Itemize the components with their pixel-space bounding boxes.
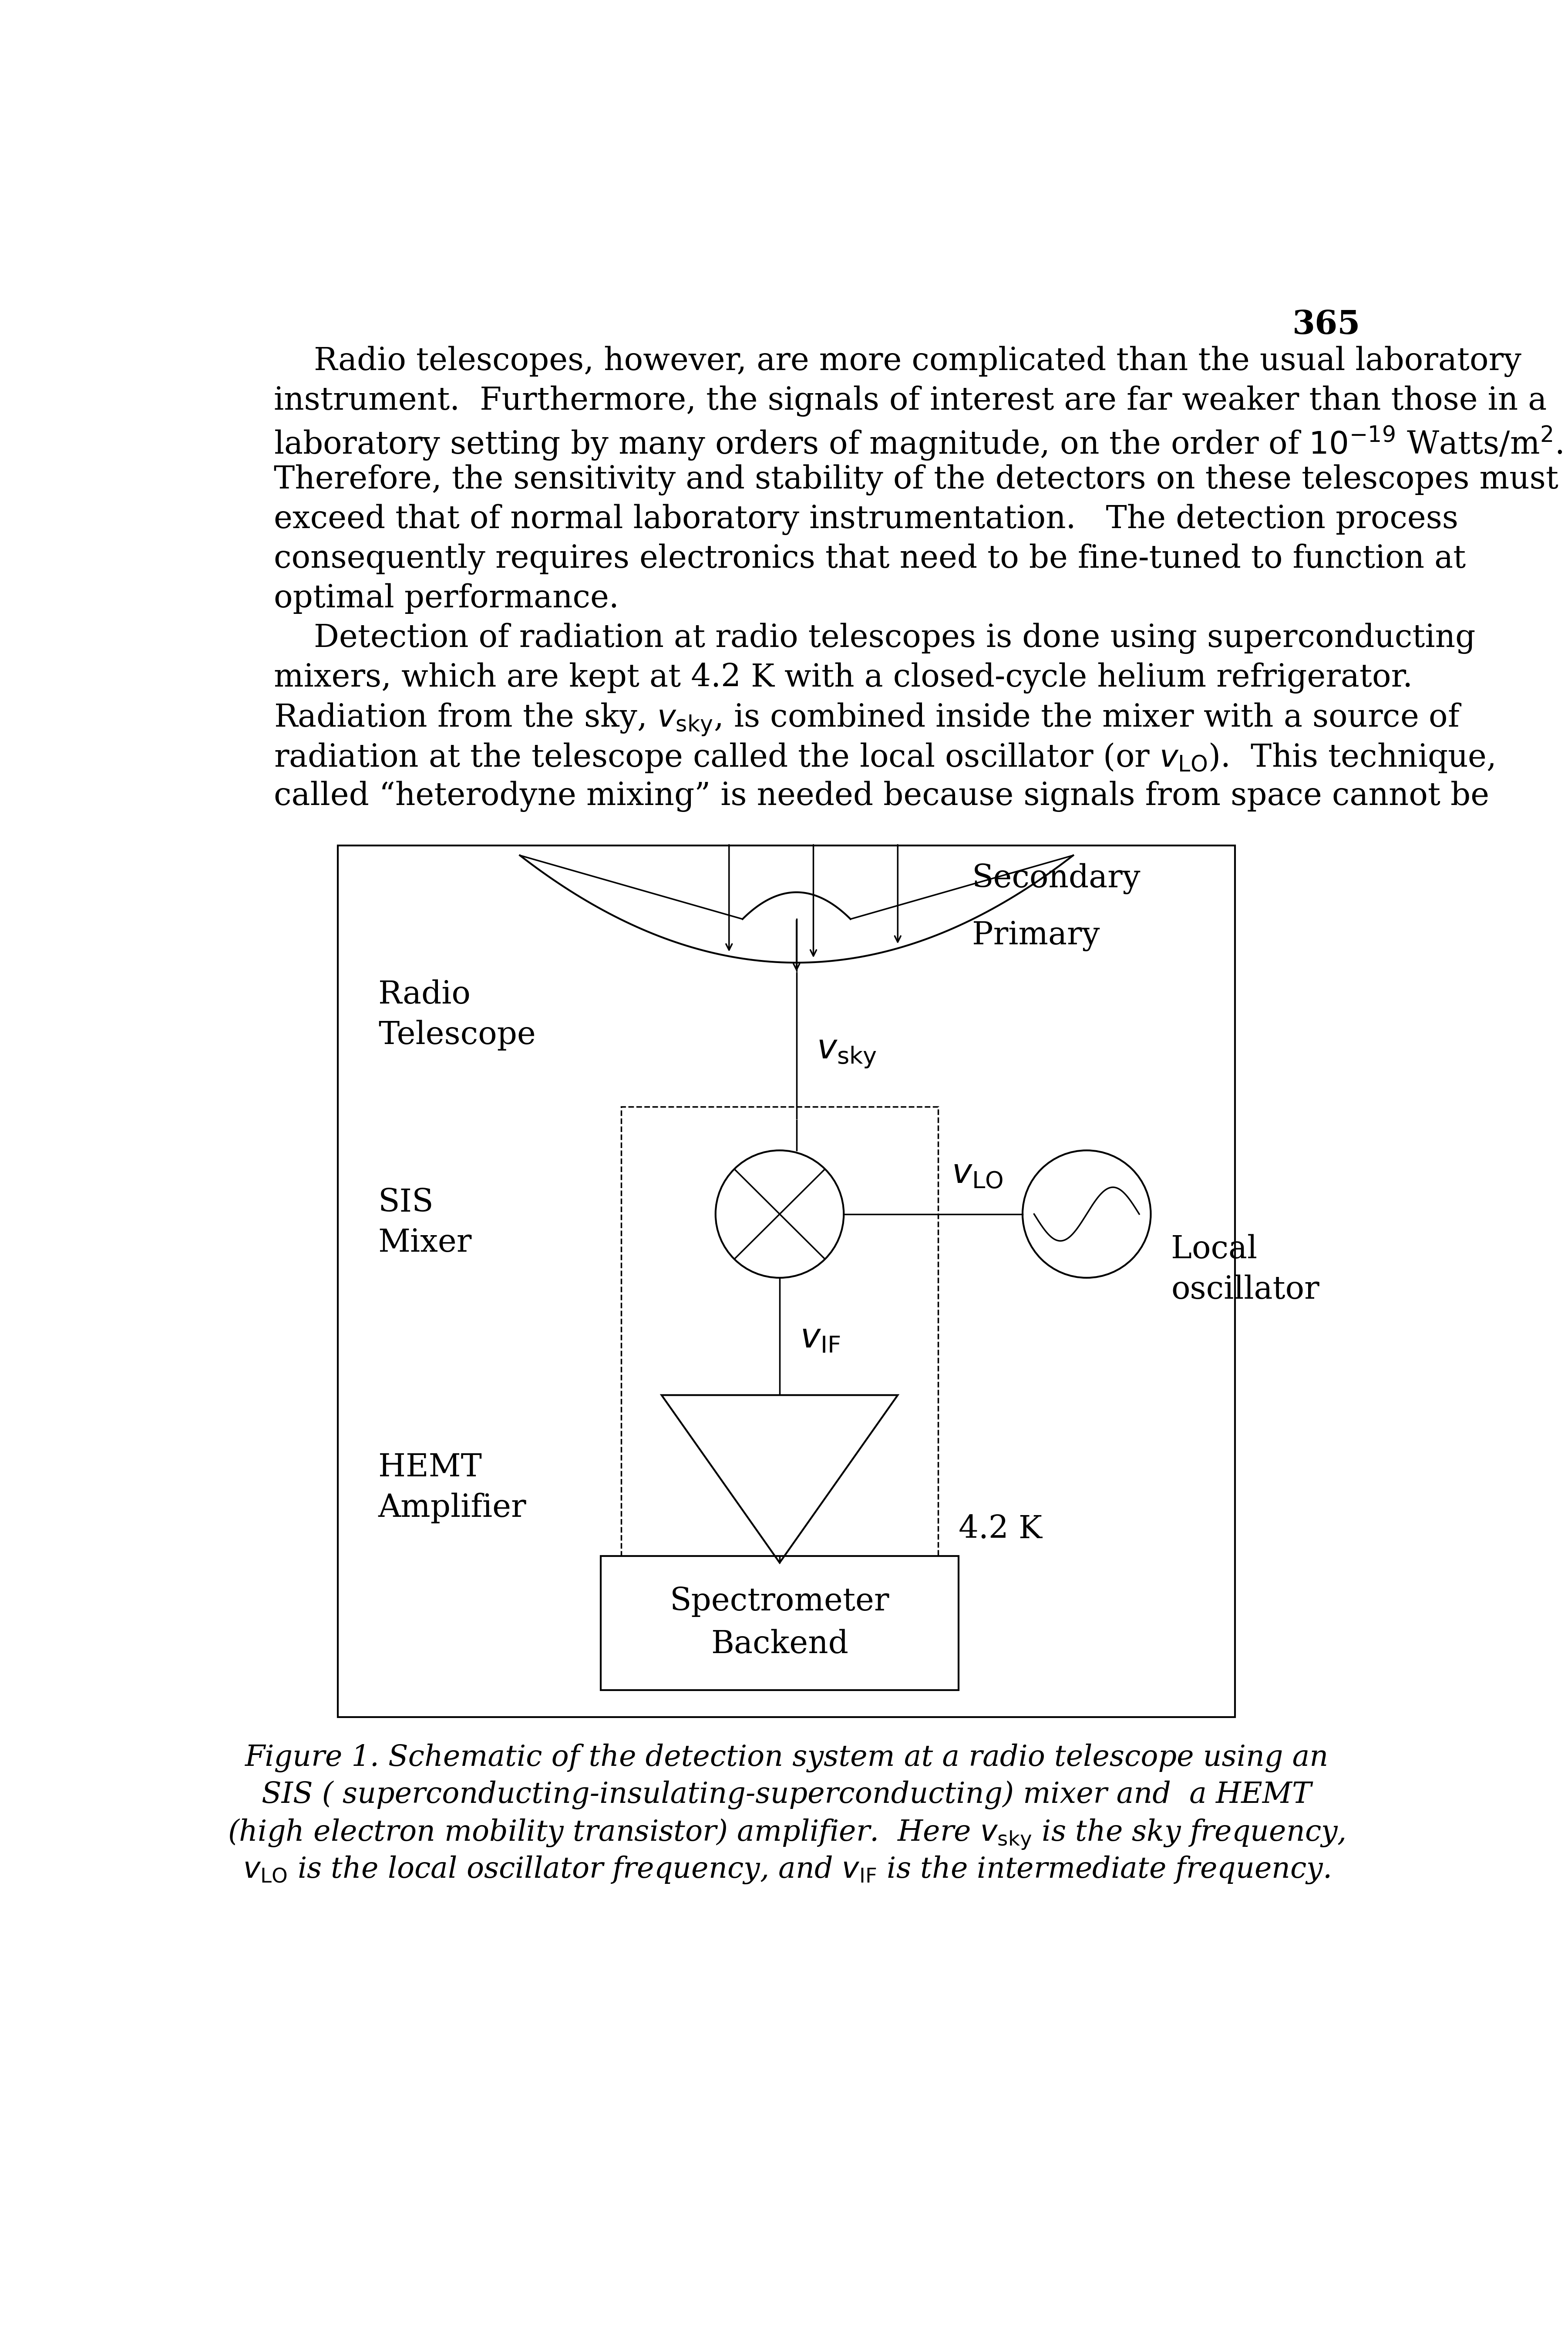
Text: Radio telescopes, however, are more complicated than the usual laboratory: Radio telescopes, however, are more comp… (273, 346, 1521, 376)
Text: $v_{\rm sky}$: $v_{\rm sky}$ (817, 1037, 877, 1070)
Text: $v_{\rm IF}$: $v_{\rm IF}$ (800, 1321, 840, 1354)
Text: Secondary: Secondary (972, 863, 1140, 893)
Text: $v_{\rm LO}$: $v_{\rm LO}$ (952, 1157, 1004, 1190)
Text: Radio
Telescope: Radio Telescope (378, 980, 536, 1051)
Text: 4.2 K: 4.2 K (958, 1514, 1043, 1545)
Text: mixers, which are kept at 4.2 K with a closed-cycle helium refrigerator.: mixers, which are kept at 4.2 K with a c… (273, 663, 1413, 694)
Text: Detection of radiation at radio telescopes is done using superconducting: Detection of radiation at radio telescop… (273, 623, 1475, 654)
Text: (high electron mobility transistor) amplifier.  Here $v_{\rm sky}$ is the sky fr: (high electron mobility transistor) ampl… (227, 1817, 1345, 1850)
Text: SIS ( superconducting-insulating-superconducting) mixer and  a HEMT: SIS ( superconducting-insulating-superco… (262, 1780, 1311, 1810)
Text: Therefore, the sensitivity and stability of the detectors on these telescopes mu: Therefore, the sensitivity and stability… (273, 465, 1559, 496)
Text: 365: 365 (1292, 308, 1359, 341)
Text: HEMT
Amplifier: HEMT Amplifier (378, 1453, 527, 1523)
Text: $v_{\rm LO}$ is the local oscillator frequency, and $v_{\rm IF}$ is the intermed: $v_{\rm LO}$ is the local oscillator fre… (243, 1855, 1330, 1886)
Text: Figure 1. Schematic of the detection system at a radio telescope using an: Figure 1. Schematic of the detection sys… (245, 1744, 1328, 1773)
Bar (337, 846, 1236, 1716)
Text: Spectrometer
Backend: Spectrometer Backend (670, 1587, 889, 1660)
Text: optimal performance.: optimal performance. (273, 583, 619, 614)
Bar (601, 1556, 958, 1690)
Text: Local
oscillator: Local oscillator (1171, 1234, 1319, 1305)
Text: Radiation from the sky, $v_{\rm sky}$, is combined inside the mixer with a sourc: Radiation from the sky, $v_{\rm sky}$, i… (273, 703, 1461, 738)
Text: Primary: Primary (972, 922, 1099, 952)
Bar (621, 1107, 938, 1582)
Text: radiation at the telescope called the local oscillator (or $v_{\rm LO}$).  This : radiation at the telescope called the lo… (273, 741, 1494, 773)
Text: consequently requires electronics that need to be fine-tuned to function at: consequently requires electronics that n… (273, 543, 1466, 574)
Text: laboratory setting by many orders of magnitude, on the order of $10^{-19}$ Watts: laboratory setting by many orders of mag… (273, 426, 1562, 463)
Text: instrument.  Furthermore, the signals of interest are far weaker than those in a: instrument. Furthermore, the signals of … (273, 386, 1546, 416)
Text: exceed that of normal laboratory instrumentation.   The detection process: exceed that of normal laboratory instrum… (273, 503, 1458, 536)
Text: SIS
Mixer: SIS Mixer (378, 1187, 472, 1258)
Text: called “heterodyne mixing” is needed because signals from space cannot be: called “heterodyne mixing” is needed bec… (273, 781, 1490, 811)
